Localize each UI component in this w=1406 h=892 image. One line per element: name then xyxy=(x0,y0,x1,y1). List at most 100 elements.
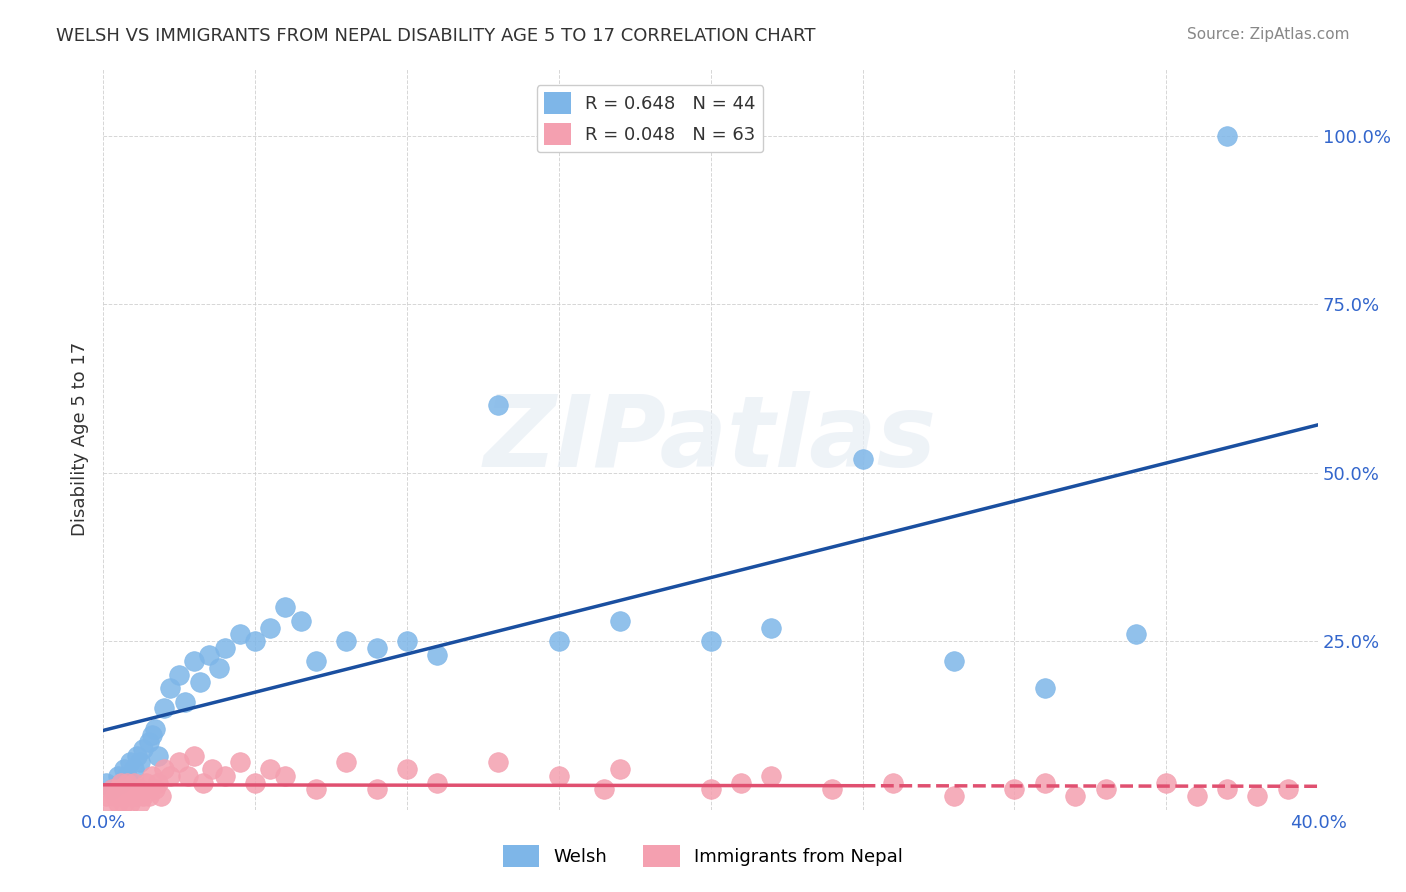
Point xyxy=(214,640,236,655)
Point xyxy=(942,654,965,668)
Point xyxy=(167,756,190,770)
Point xyxy=(761,621,783,635)
Point xyxy=(125,748,148,763)
Text: ZIPatlas: ZIPatlas xyxy=(484,391,938,488)
Point xyxy=(112,762,135,776)
Point xyxy=(120,782,142,797)
Point xyxy=(122,775,145,789)
Point xyxy=(122,762,145,776)
Point xyxy=(1185,789,1208,803)
Point xyxy=(138,735,160,749)
Point xyxy=(699,634,721,648)
Point xyxy=(101,782,124,797)
Point xyxy=(395,762,418,776)
Point xyxy=(117,775,139,789)
Point xyxy=(183,654,205,668)
Point xyxy=(730,775,752,789)
Point xyxy=(101,782,124,797)
Point xyxy=(821,782,844,797)
Point xyxy=(174,695,197,709)
Point xyxy=(486,756,509,770)
Point xyxy=(882,775,904,789)
Point xyxy=(117,769,139,783)
Point xyxy=(149,789,172,803)
Point xyxy=(426,775,449,789)
Point xyxy=(122,789,145,803)
Point xyxy=(96,775,118,789)
Text: WELSH VS IMMIGRANTS FROM NEPAL DISABILITY AGE 5 TO 17 CORRELATION CHART: WELSH VS IMMIGRANTS FROM NEPAL DISABILIT… xyxy=(56,27,815,45)
Point xyxy=(609,614,631,628)
Point xyxy=(243,775,266,789)
Point xyxy=(207,661,229,675)
Point xyxy=(159,769,181,783)
Point xyxy=(138,789,160,803)
Point xyxy=(1094,782,1116,797)
Point xyxy=(128,782,150,797)
Point xyxy=(193,775,215,789)
Point xyxy=(183,748,205,763)
Point xyxy=(153,701,176,715)
Point xyxy=(335,756,357,770)
Point xyxy=(305,782,328,797)
Point xyxy=(96,789,118,803)
Point xyxy=(259,762,281,776)
Point xyxy=(107,782,129,797)
Point xyxy=(120,756,142,770)
Point xyxy=(153,762,176,776)
Point xyxy=(366,782,388,797)
Point xyxy=(609,762,631,776)
Point xyxy=(141,769,163,783)
Point xyxy=(201,762,224,776)
Point xyxy=(1246,789,1268,803)
Point xyxy=(159,681,181,696)
Point xyxy=(188,674,211,689)
Point xyxy=(274,769,297,783)
Point xyxy=(229,756,252,770)
Point xyxy=(366,640,388,655)
Point xyxy=(198,648,221,662)
Point xyxy=(593,782,616,797)
Point xyxy=(1033,775,1056,789)
Y-axis label: Disability Age 5 to 17: Disability Age 5 to 17 xyxy=(72,342,89,536)
Point xyxy=(851,452,873,467)
Point xyxy=(259,621,281,635)
Point xyxy=(128,796,150,810)
Point xyxy=(141,728,163,742)
Point xyxy=(143,782,166,797)
Point xyxy=(243,634,266,648)
Point xyxy=(547,634,569,648)
Point xyxy=(107,796,129,810)
Point xyxy=(146,748,169,763)
Text: Source: ZipAtlas.com: Source: ZipAtlas.com xyxy=(1187,27,1350,42)
Point xyxy=(1277,782,1299,797)
Point xyxy=(167,668,190,682)
Point xyxy=(98,796,121,810)
Point xyxy=(1002,782,1025,797)
Point xyxy=(426,648,449,662)
Point xyxy=(135,775,157,789)
Point xyxy=(335,634,357,648)
Point xyxy=(214,769,236,783)
Point xyxy=(110,789,132,803)
Point xyxy=(110,775,132,789)
Point xyxy=(146,775,169,789)
Point xyxy=(1064,789,1087,803)
Point xyxy=(125,782,148,797)
Point xyxy=(112,796,135,810)
Point xyxy=(274,600,297,615)
Point xyxy=(128,756,150,770)
Point xyxy=(125,789,148,803)
Legend: Welsh, Immigrants from Nepal: Welsh, Immigrants from Nepal xyxy=(496,838,910,874)
Point xyxy=(942,789,965,803)
Point xyxy=(761,769,783,783)
Point xyxy=(177,769,200,783)
Point xyxy=(547,769,569,783)
Point xyxy=(1216,128,1239,143)
Point xyxy=(290,614,312,628)
Point xyxy=(131,789,153,803)
Point xyxy=(120,796,142,810)
Point xyxy=(699,782,721,797)
Point xyxy=(131,742,153,756)
Point xyxy=(110,775,132,789)
Point xyxy=(486,398,509,412)
